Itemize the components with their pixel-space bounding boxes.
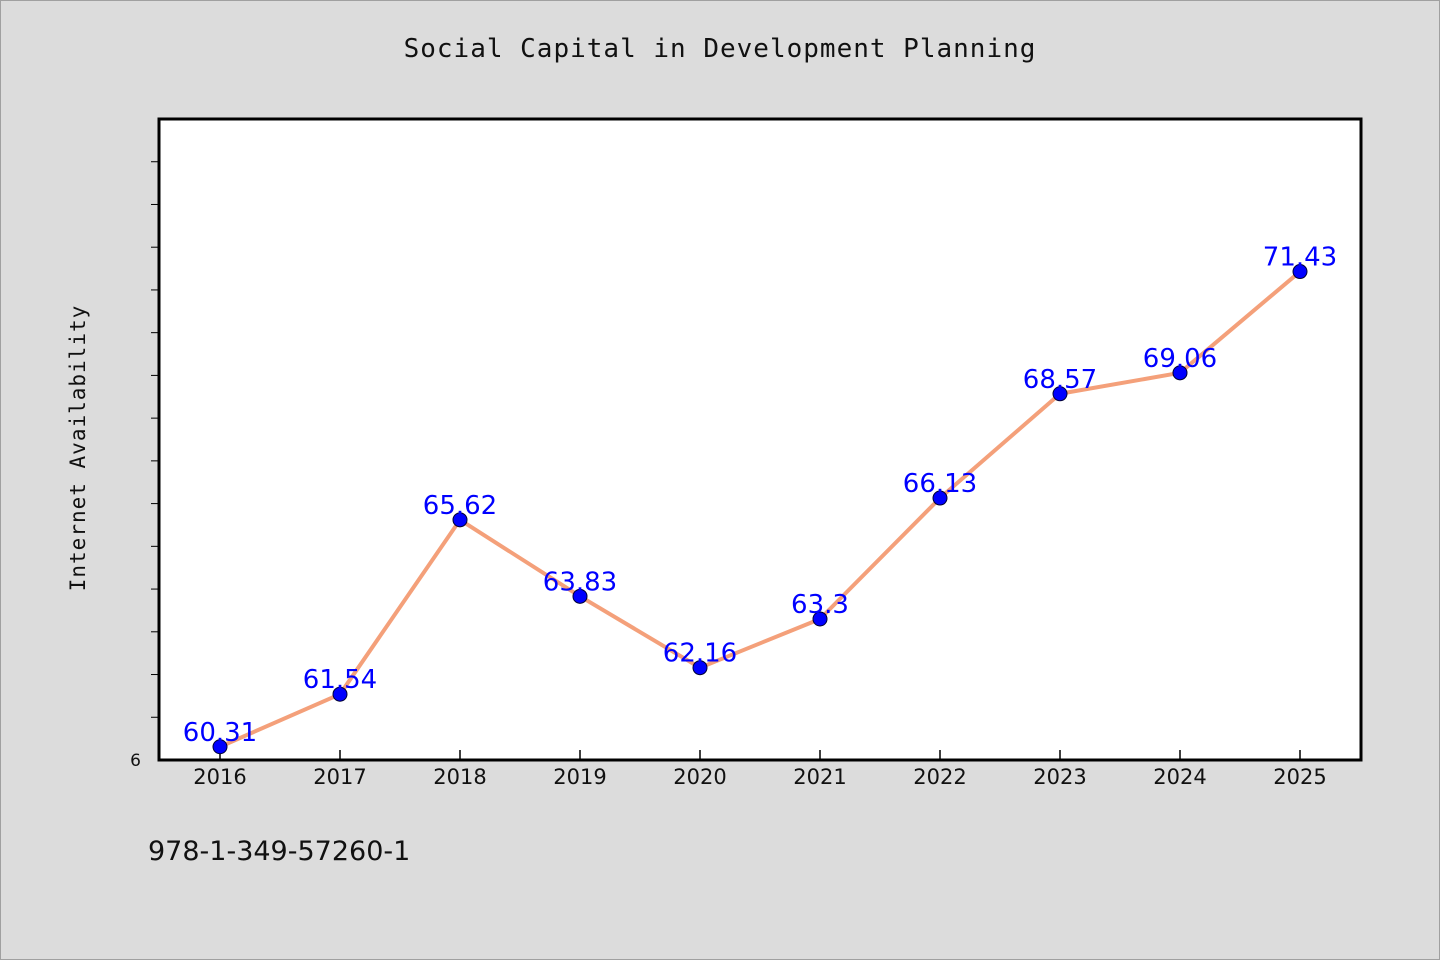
x-tick-label: 2024 [1153,765,1206,789]
data-points [212,264,1308,755]
data-point [1292,264,1308,280]
x-tick-label: 2020 [673,765,726,789]
data-label: 63.83 [543,567,617,597]
x-tick-label: 2016 [193,765,246,789]
data-point [692,660,708,676]
data-point [932,490,948,506]
data-point [332,686,348,702]
data-point [212,739,228,755]
data-label: 60.31 [183,718,257,748]
x-tick-label: 2017 [313,765,366,789]
x-tick-label: 2023 [1033,765,1086,789]
y-axis-ticks: 6 [130,161,159,771]
x-tick-label: 2019 [553,765,606,789]
data-labels: 60.31 61.54 65.62 63.83 62.16 63.3 66.13 68.57 6… [183,243,1337,748]
data-point [572,588,588,604]
y-tick-label: 6 [130,751,141,771]
x-tick-label: 2022 [913,765,966,789]
data-point [1052,386,1068,402]
data-label: 61.54 [303,665,377,695]
data-point [1172,365,1188,381]
data-point [452,512,468,528]
data-label: 63.3 [791,590,849,620]
x-axis-ticks: 2016 2017 2018 2019 2020 2021 2022 2023 2024 2025 [193,750,1327,789]
x-tick-label: 2018 [433,765,486,789]
series-line [219,270,1302,749]
data-point [812,611,828,627]
data-label: 71.43 [1263,243,1337,273]
plot-area [157,117,1363,762]
data-label: 69.06 [1143,344,1217,374]
data-label: 66.13 [903,469,977,499]
data-label: 65.62 [423,491,497,521]
data-label: 62.16 [663,639,737,669]
x-tick-label: 2025 [1273,765,1326,789]
data-label: 68.57 [1023,365,1097,395]
chart-title: Social Capital in Development Planning [403,34,1037,64]
x-tick-label: 2021 [793,765,846,789]
isbn-code: 978-1-349-57260-1 [148,836,411,867]
